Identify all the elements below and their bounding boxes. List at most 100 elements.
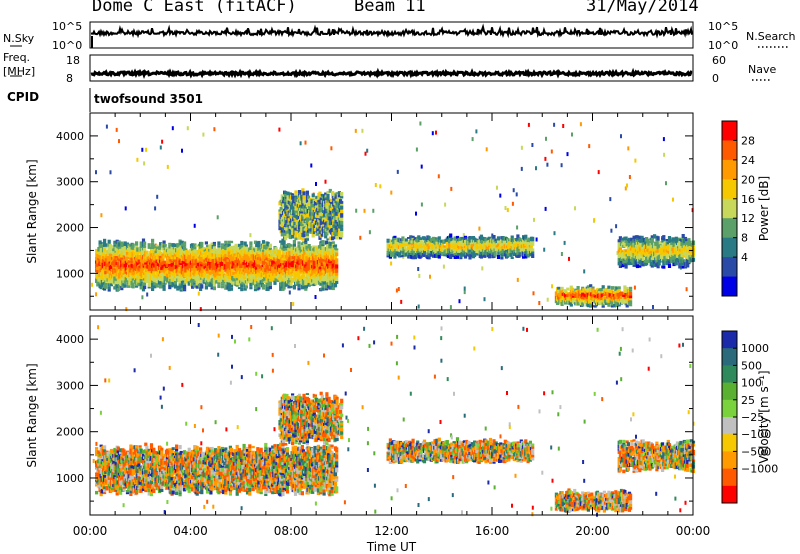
echo-cell	[638, 245, 642, 249]
echo-cell	[407, 246, 411, 252]
echo-cell	[312, 230, 316, 235]
echo-cell	[469, 253, 473, 258]
echo-cell	[168, 242, 172, 245]
echo-cell	[123, 284, 127, 288]
echo-cell	[524, 243, 528, 247]
noise-cell	[109, 170, 112, 175]
noise-cell	[202, 132, 205, 137]
echo-cell	[161, 272, 165, 277]
echo-cell	[212, 281, 216, 285]
echo-cell	[625, 241, 629, 244]
echo-cell	[173, 243, 178, 247]
echo-cell	[195, 282, 199, 286]
echo-cell	[413, 247, 417, 251]
echo-cell	[289, 268, 293, 273]
echo-cell	[300, 211, 304, 214]
echo-cell	[242, 278, 246, 283]
noise-cell	[314, 501, 317, 506]
echo-cell	[531, 253, 535, 258]
noise-cell	[229, 380, 232, 385]
echo-cell	[581, 302, 585, 307]
echo-cell	[571, 297, 576, 300]
echo-cell	[280, 273, 284, 277]
echo-cell	[103, 251, 107, 254]
noise-cell	[368, 230, 371, 235]
echo-cell	[408, 241, 412, 245]
echo-cell	[324, 192, 328, 196]
echo-cell	[308, 228, 312, 233]
noise-cell	[156, 194, 159, 199]
echo-cell	[427, 253, 431, 257]
echo-cell	[340, 235, 344, 238]
echo-cell	[201, 253, 205, 256]
echo-cell	[454, 242, 458, 247]
echo-cell	[475, 253, 479, 256]
echo-cell	[592, 293, 596, 297]
echo-cell	[666, 241, 670, 245]
noise-cell	[390, 341, 393, 346]
echo-cell	[301, 223, 305, 227]
echo-cell	[123, 246, 127, 248]
noise-cell	[141, 147, 144, 152]
echo-cell	[404, 238, 408, 242]
echo-cell	[195, 270, 199, 275]
echo-cell	[527, 242, 531, 247]
echo-cell	[253, 288, 258, 292]
echo-cell	[434, 249, 438, 254]
echo-cell	[272, 260, 276, 263]
noise-cell	[626, 183, 628, 188]
echo-cell	[681, 234, 685, 238]
echo-cell	[185, 249, 189, 254]
noise-cell	[400, 299, 403, 304]
echo-cell	[641, 256, 645, 261]
echo-cell	[340, 220, 344, 225]
echo-cell	[259, 277, 263, 281]
echo-cell	[240, 245, 244, 249]
echo-cell	[227, 251, 231, 255]
echo-cell	[168, 263, 172, 267]
echo-cell	[99, 241, 103, 244]
noise-cell	[367, 426, 370, 431]
noise-cell	[553, 122, 556, 127]
echo-cell	[682, 243, 686, 246]
echo-cell	[291, 267, 295, 270]
echo-cell	[601, 285, 605, 289]
echo-cell	[131, 281, 135, 285]
echo-region-1	[278, 188, 344, 241]
echo-cell	[120, 257, 124, 261]
echo-cell	[294, 237, 298, 241]
echo-cell	[397, 255, 402, 258]
echo-cell	[189, 264, 194, 267]
echo-region-2	[386, 233, 535, 260]
echo-cell	[441, 251, 445, 257]
echo-cell	[322, 281, 326, 285]
echo-cell	[326, 198, 330, 201]
echo-cell	[329, 284, 333, 287]
echo-cell	[251, 272, 255, 275]
echo-cell	[321, 210, 325, 213]
echo-cell	[658, 240, 662, 245]
echo-cell	[186, 260, 190, 264]
echo-cell	[279, 226, 283, 230]
echo-cell	[315, 276, 319, 279]
echo-cell	[261, 249, 266, 252]
echo-cell	[667, 263, 672, 268]
noise-cell	[212, 504, 215, 509]
echo-cell	[337, 191, 341, 195]
echo-cell	[614, 290, 618, 295]
echo-cell	[301, 272, 306, 275]
echo-cell	[294, 193, 298, 196]
noise-cell	[620, 377, 623, 382]
echo-cell	[280, 224, 284, 228]
echo-cell	[125, 249, 130, 252]
echo-cell	[413, 254, 417, 260]
echo-cell	[624, 245, 628, 248]
echo-cell	[289, 198, 294, 202]
echo-cell	[284, 243, 288, 247]
echo-cell	[202, 263, 206, 266]
echo-cell	[625, 303, 629, 308]
echo-cell	[296, 264, 300, 267]
echo-cell	[294, 195, 298, 198]
echo-cell	[124, 256, 128, 261]
noise-cell	[415, 147, 418, 152]
